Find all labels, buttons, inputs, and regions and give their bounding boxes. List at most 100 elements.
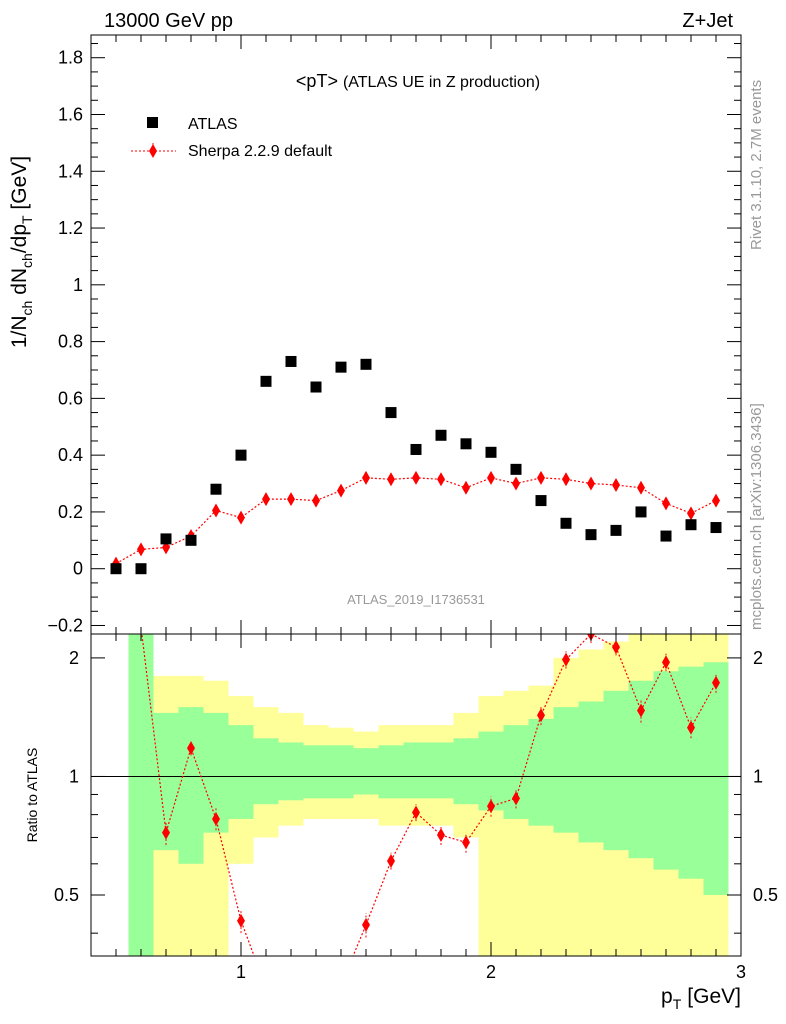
ratio-point	[362, 917, 370, 932]
main-panel: −0.2 0 0.2 0.4 0.6 0.8 1 1.2 1.4 1.6 1.8 <pT> (ATL…	[8, 34, 742, 635]
atlas-point	[560, 517, 572, 529]
atlas-point	[310, 381, 322, 393]
ratio-point	[612, 640, 620, 655]
sherpa-point	[612, 477, 620, 492]
atlas-point	[335, 361, 347, 373]
chart-title-main: <pT>	[296, 71, 338, 91]
x-axis-label-main: p	[661, 985, 673, 1008]
y-tick-label: −0.2	[47, 615, 83, 635]
ratio-y-tick-label-right: 1	[753, 766, 763, 786]
y-tick-label: 0	[73, 559, 83, 579]
x-tick-label: 1	[236, 962, 246, 982]
ratio-point	[162, 825, 170, 840]
y-tick-label: 1.6	[58, 104, 83, 124]
x-tick-label: 2	[486, 962, 496, 982]
atlas-point	[235, 449, 247, 461]
atlas-point	[460, 438, 472, 450]
sherpa-point	[387, 472, 395, 487]
uncertainty-band-green	[328, 745, 354, 799]
uncertainty-band-green	[453, 738, 479, 805]
sherpa-point	[412, 470, 420, 485]
ratio-y-tick-label: 1	[69, 766, 79, 786]
uncertainty-band-green	[403, 742, 429, 799]
uncertainty-band-green	[303, 745, 329, 799]
sherpa-point	[487, 470, 495, 485]
uncertainty-band-green	[603, 690, 629, 851]
sherpa-point	[587, 476, 595, 491]
atlas-point	[585, 529, 597, 541]
sherpa-point	[462, 480, 470, 495]
sherpa-line	[115, 477, 717, 565]
mcplots-label: mcplots.cern.ch [arXiv:1306.3436]	[748, 403, 765, 630]
x-axis-label-unit: [GeV]	[687, 985, 741, 1008]
ratio-y-tick-label-right: 2	[753, 648, 763, 668]
ratio-y-axis-label: Ratio to ATLAS	[24, 748, 40, 843]
chart-title-sub: (ATLAS UE in Z production)	[343, 74, 540, 91]
uncertainty-band-green	[703, 662, 729, 895]
y-tick-label: 0.8	[58, 332, 83, 352]
ratio-panel: 0.5 0.5 1 1 2 2 1 2 3 Ratio to ATLAS pT [GeV]	[24, 633, 778, 1012]
y-tick-label: 0.4	[58, 445, 83, 465]
ratio-point	[387, 853, 395, 868]
ratio-y-tick-label: 2	[69, 648, 79, 668]
y-tick-label: 1.8	[58, 48, 83, 68]
ratio-point	[212, 811, 220, 826]
atlas-point	[185, 534, 197, 546]
sherpa-point	[437, 472, 445, 487]
uncertainty-band-green	[653, 671, 679, 870]
atlas-point	[110, 563, 122, 575]
uncertainty-band-green	[578, 701, 604, 843]
uncertainty-band-green	[478, 731, 504, 811]
atlas-point	[485, 446, 497, 458]
sherpa-point	[337, 483, 345, 498]
y-tick-label: 1.4	[58, 161, 83, 181]
sherpa-point	[637, 480, 645, 495]
legend: ATLAS Sherpa 2.2.9 default	[131, 116, 333, 160]
ratio-point	[562, 652, 570, 667]
legend-sherpa-label: Sherpa 2.2.9 default	[188, 143, 333, 160]
y-tick-label: 0.2	[58, 502, 83, 522]
sherpa-point	[512, 476, 520, 491]
atlas-point	[260, 375, 272, 387]
uncertainty-band-green	[528, 718, 554, 826]
analysis-label: ATLAS_2019_I1736531	[347, 592, 485, 607]
uncertainty-band-green	[428, 742, 454, 799]
sherpa-point	[287, 492, 295, 507]
legend-atlas-marker	[147, 117, 158, 128]
sherpa-point	[137, 542, 145, 557]
ratio-y-tick-label-right: 0.5	[753, 885, 778, 905]
atlas-point	[635, 506, 647, 518]
y-tick-label: 0.6	[58, 388, 83, 408]
sherpa-point	[537, 470, 545, 485]
atlas-point	[535, 495, 547, 507]
sherpa-point	[687, 506, 695, 521]
uncertainty-band-green	[253, 738, 279, 805]
sherpa-point	[712, 493, 720, 508]
ratio-point	[487, 799, 495, 814]
atlas-point	[360, 358, 372, 370]
ratio-point	[437, 828, 445, 843]
y-tick-label: 1	[73, 275, 83, 295]
atlas-point	[410, 443, 422, 455]
atlas-point	[135, 563, 147, 575]
ratio-point	[412, 805, 420, 820]
sherpa-point	[562, 472, 570, 487]
ratio-y-tick-label: 0.5	[54, 885, 79, 905]
ratio-point	[537, 708, 545, 723]
sherpa-point	[362, 470, 370, 485]
atlas-point	[610, 524, 622, 536]
uncertainty-band-green	[353, 748, 379, 795]
sherpa-point	[262, 492, 270, 507]
atlas-point	[210, 483, 222, 495]
sherpa-point	[312, 493, 320, 508]
x-axis-label-sub: T	[673, 996, 682, 1012]
legend-sherpa-marker	[149, 144, 157, 158]
sherpa-point	[212, 503, 220, 518]
y-axis-label: 1/Nch dNch/dpT [GeV]	[8, 156, 35, 348]
ratio-point	[687, 720, 695, 735]
uncertainty-band-green	[128, 634, 154, 956]
atlas-point	[385, 407, 397, 419]
rivet-label: Rivet 3.1.10, 2.7M events	[748, 80, 765, 250]
ratio-point	[712, 675, 720, 690]
